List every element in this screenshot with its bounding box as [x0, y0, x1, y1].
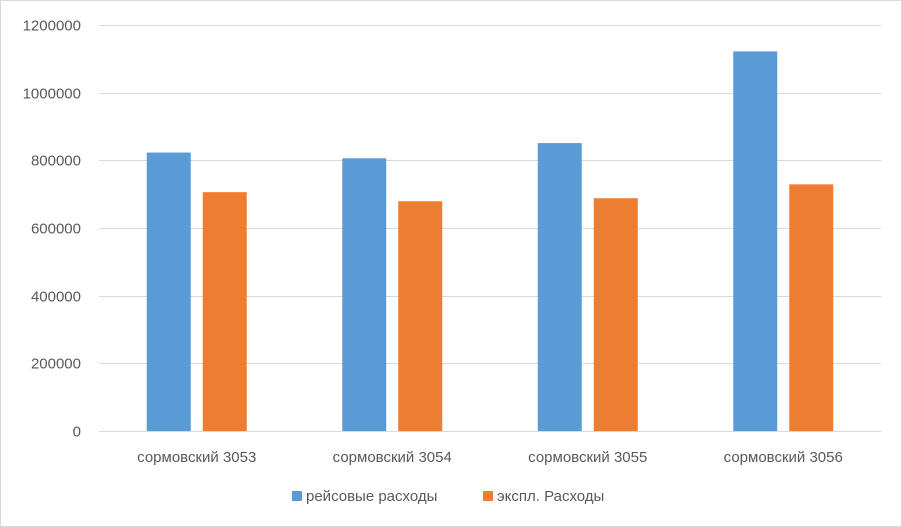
bars — [146, 51, 834, 431]
x-axis-tick-labels: сормовский 3053 сормовский 3054 сормовский… — [137, 449, 843, 466]
bar-ekspl-4 — [789, 184, 834, 431]
x-tick-label: сормовский 3055 — [528, 449, 647, 466]
y-tick-label: 600000 — [31, 221, 81, 238]
legend-label: экспл. Расходы — [497, 488, 604, 505]
x-tick-label: сормовский 3054 — [333, 449, 452, 466]
bar-reysovye-2 — [342, 158, 387, 431]
legend-swatch — [483, 491, 493, 501]
bar-ekspl-1 — [202, 192, 247, 431]
x-tick-label: сормовский 3053 — [137, 449, 256, 466]
legend: рейсовые расходы экспл. Расходы — [292, 488, 604, 505]
bar-reysovye-4 — [733, 51, 778, 431]
bar-reysovye-3 — [537, 143, 582, 431]
x-tick-label: сормовский 3056 — [724, 449, 843, 466]
bar-ekspl-3 — [593, 198, 638, 431]
y-tick-label: 800000 — [31, 153, 81, 170]
y-tick-label: 400000 — [31, 289, 81, 306]
y-tick-label: 1200000 — [23, 18, 81, 35]
y-axis-tick-labels: 0 200000 400000 600000 800000 1000000 1200000 — [23, 18, 81, 441]
bar-ekspl-2 — [398, 201, 443, 431]
legend-swatch — [292, 491, 302, 501]
bar-reysovye-1 — [146, 152, 191, 431]
y-tick-label: 1000000 — [23, 86, 81, 103]
legend-label: рейсовые расходы — [306, 488, 437, 505]
y-tick-label: 0 — [73, 424, 81, 441]
y-tick-label: 200000 — [31, 356, 81, 373]
